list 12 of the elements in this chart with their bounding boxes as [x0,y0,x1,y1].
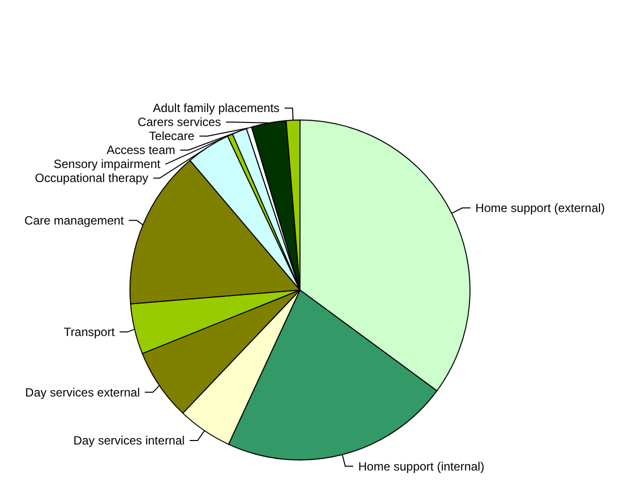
slice-label: Telecare [149,129,195,144]
slice-label: Sensory impairment [54,157,161,172]
slice-label: Day services external [25,385,140,400]
slice-label: Adult family placements [152,101,280,116]
slice-label: Home support (internal) [358,459,484,474]
slice-label: Access team [106,143,176,158]
slice-label: Occupational therapy [34,171,148,186]
slice-label: Care management [24,213,124,228]
slice-label: Transport [64,324,116,339]
slice-label: Carers services [138,115,222,130]
slice-label: Day services internal [73,434,185,448]
slice-label: Home support (external) [475,200,605,215]
